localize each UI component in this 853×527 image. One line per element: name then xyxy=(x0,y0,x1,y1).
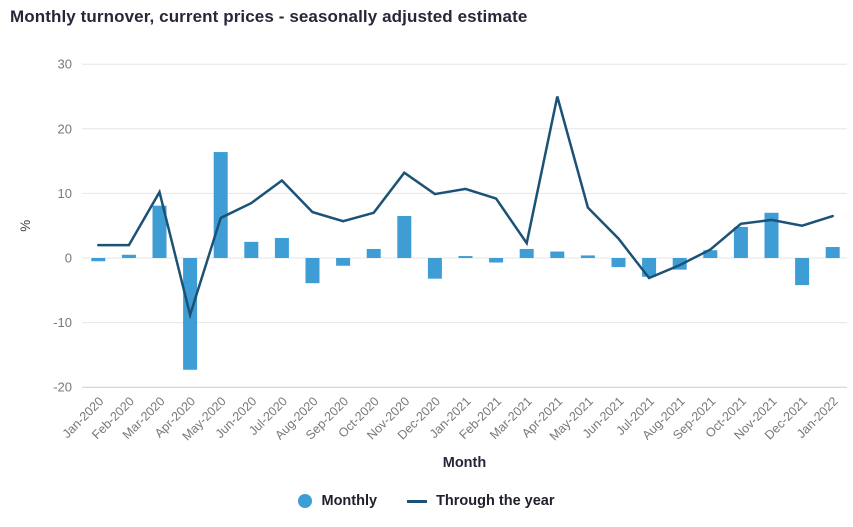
through-the-year-series-swatch-icon xyxy=(407,499,428,503)
bar-Sep-2020[interactable] xyxy=(336,258,351,266)
legend-item-through-the-year[interactable]: Through the year xyxy=(407,493,555,509)
bar-Jul-2021[interactable] xyxy=(642,258,657,277)
y-axis-tick-label: 0 xyxy=(65,251,72,266)
bar-Mar-2021[interactable] xyxy=(519,248,534,258)
bar-Aug-2020[interactable] xyxy=(305,258,320,284)
bar-Dec-2021[interactable] xyxy=(795,258,810,286)
bar-Feb-2020[interactable] xyxy=(121,254,136,258)
y-axis-tick-label: -10 xyxy=(53,315,72,330)
y-axis-tick-label: 10 xyxy=(58,186,72,201)
chart-plot-area: 3020100-10-20%Jan-2020Feb-2020Mar-2020Ap… xyxy=(18,57,847,471)
legend-item-monthly[interactable]: Monthly xyxy=(298,493,377,509)
chart-title: Monthly turnover, current prices - seaso… xyxy=(10,7,528,26)
y-axis-tick-label: 30 xyxy=(58,57,72,72)
bar-Feb-2021[interactable] xyxy=(489,258,504,263)
x-axis-title: Month xyxy=(443,455,486,471)
bar-Nov-2020[interactable] xyxy=(397,216,412,258)
bar-Jan-2022[interactable] xyxy=(825,247,840,258)
bar-Jul-2020[interactable] xyxy=(274,237,289,258)
bar-Jun-2020[interactable] xyxy=(244,241,259,258)
bar-Mar-2020[interactable] xyxy=(152,205,167,258)
bar-May-2020[interactable] xyxy=(213,152,228,258)
legend-label-through-the-year: Through the year xyxy=(436,493,555,509)
bar-Oct-2020[interactable] xyxy=(366,248,381,258)
bar-Jan-2021[interactable] xyxy=(458,256,473,258)
bar-Nov-2021[interactable] xyxy=(764,212,779,258)
legend-label-monthly: Monthly xyxy=(321,493,378,509)
y-axis-tick-label: 20 xyxy=(58,121,72,136)
bar-Jan-2020[interactable] xyxy=(91,258,106,262)
y-axis-title: % xyxy=(18,220,33,232)
bar-Dec-2020[interactable] xyxy=(427,258,442,279)
bar-Oct-2021[interactable] xyxy=(733,226,748,258)
bar-Sep-2021[interactable] xyxy=(703,250,718,258)
bar-Apr-2021[interactable] xyxy=(550,251,565,258)
chart-legend: Monthly Through the year xyxy=(0,493,853,509)
through-the-year-line xyxy=(97,96,834,320)
y-axis-tick-label: -20 xyxy=(53,380,72,395)
bar-Jun-2021[interactable] xyxy=(611,258,626,268)
bar-May-2021[interactable] xyxy=(580,255,595,258)
monthly-series-swatch-icon xyxy=(298,494,313,508)
